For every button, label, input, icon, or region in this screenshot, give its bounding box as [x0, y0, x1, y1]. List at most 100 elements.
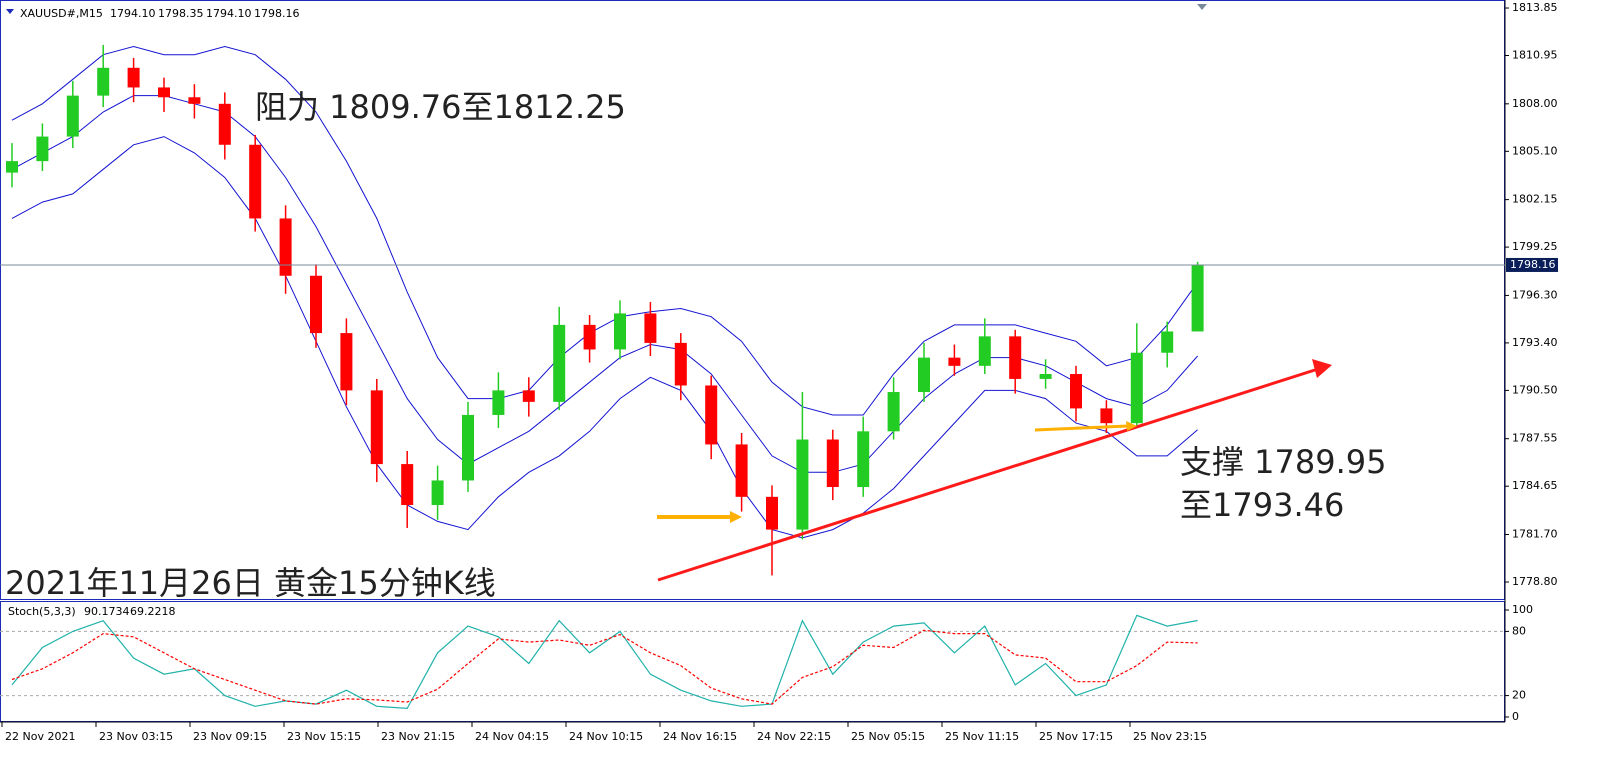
- candle-body: [1070, 374, 1082, 409]
- candle-body: [1161, 331, 1174, 353]
- y-tick-label: 80: [1512, 624, 1526, 637]
- x-tick-label: 23 Nov 03:15: [99, 730, 173, 743]
- y-tick-label: 1808.00: [1512, 97, 1558, 110]
- x-tick-label: 25 Nov 23:15: [1133, 730, 1207, 743]
- candle-body: [1039, 374, 1052, 379]
- x-tick-label: 24 Nov 04:15: [475, 730, 549, 743]
- candle-body: [522, 390, 535, 402]
- candle-body: [735, 444, 748, 497]
- candle-body: [674, 342, 687, 386]
- price-tag-label: 1798.16: [1510, 258, 1556, 271]
- x-tick-label: 23 Nov 15:15: [287, 730, 361, 743]
- indicator-main-value: 90.1734: [84, 605, 130, 618]
- main-panel: [0, 0, 1505, 600]
- candle-body: [796, 439, 809, 530]
- indicator-name: Stoch(5,3,3): [8, 605, 76, 618]
- candle-body: [1009, 336, 1022, 379]
- x-tick-label: 22 Nov 2021: [5, 730, 75, 743]
- ohlc-close: 1798.16: [254, 7, 300, 20]
- y-tick-label: 1784.65: [1512, 479, 1558, 492]
- candle-body: [948, 357, 961, 366]
- annotation: 至1793.46: [1180, 486, 1344, 524]
- candle-body: [614, 313, 626, 350]
- x-tick-label: 23 Nov 09:15: [193, 730, 267, 743]
- candle-body: [887, 392, 900, 432]
- x-tick-label: 25 Nov 11:15: [945, 730, 1019, 743]
- candle-body: [127, 67, 140, 88]
- candle-body: [857, 431, 870, 488]
- candle-body: [826, 439, 839, 488]
- candle-body: [644, 313, 657, 343]
- drawings: [657, 359, 1332, 582]
- symbol: XAUUSD#,M15: [20, 7, 103, 20]
- y-tick-label: 1805.10: [1512, 144, 1558, 157]
- y-tick-label: 20: [1512, 689, 1526, 702]
- candle-body: [279, 218, 292, 276]
- candle-body: [1130, 352, 1143, 424]
- collapse-icon: [6, 9, 14, 14]
- candle-body: [462, 414, 474, 481]
- ohlc-high: 1798.35: [158, 7, 204, 20]
- indicator-panel: [0, 601, 1505, 722]
- candle-body: [218, 103, 231, 145]
- trend-line: [657, 367, 1319, 582]
- candle-body: [249, 144, 262, 219]
- annotation: 阻力 1809.76至1812.25: [255, 88, 626, 126]
- candle-body: [1191, 264, 1204, 332]
- band-lower: [11, 136, 1198, 539]
- indicator-signal-value: 69.2218: [130, 605, 176, 618]
- candle-body: [583, 324, 596, 350]
- y-tick-label: 1802.15: [1512, 193, 1558, 206]
- candle-body: [1100, 408, 1113, 424]
- marks: [0, 44, 1505, 710]
- band-upper: [11, 45, 1199, 416]
- chart-title: 2021年11月26日 黄金15分钟K线: [5, 564, 496, 602]
- candle-body: [6, 161, 18, 173]
- candle-body: [978, 336, 991, 366]
- candle-body: [553, 324, 566, 402]
- candle-body: [431, 480, 444, 506]
- band-middle: [11, 95, 1198, 473]
- candle-body: [918, 357, 930, 393]
- x-tick-label: 25 Nov 17:15: [1039, 730, 1113, 743]
- shift-marker: [1197, 4, 1207, 10]
- candle-body: [66, 95, 79, 137]
- y-tick-label: 1799.25: [1512, 240, 1558, 253]
- candle-body: [36, 136, 49, 162]
- indicator-line: [11, 614, 1198, 710]
- indicator-line: [11, 629, 1198, 705]
- y-tick-label: 1790.50: [1512, 383, 1558, 396]
- flat-arrowhead: [730, 511, 742, 523]
- y-tick-label: 1781.70: [1512, 527, 1558, 540]
- candle-body: [492, 390, 505, 415]
- x-tick-label: 25 Nov 05:15: [851, 730, 925, 743]
- candle-body: [97, 67, 110, 96]
- candle-body: [310, 275, 322, 334]
- y-tick-label: 1796.30: [1512, 288, 1558, 301]
- ohlc-low: 1794.10: [206, 7, 252, 20]
- x-tick-label: 23 Nov 21:15: [381, 730, 455, 743]
- candle-body: [705, 385, 718, 445]
- y-tick-label: 1778.80: [1512, 575, 1558, 588]
- y-tick-label: 1810.95: [1512, 49, 1558, 62]
- trend-arrowhead: [1312, 359, 1332, 378]
- y-tick-label: 1793.40: [1512, 336, 1558, 349]
- y-tick-label: 1813.85: [1512, 1, 1558, 14]
- flat-arrow: [1034, 424, 1129, 432]
- candle-body: [766, 496, 778, 530]
- y-tick-label: 1787.55: [1512, 432, 1558, 445]
- x-tick-label: 24 Nov 10:15: [569, 730, 643, 743]
- x-tick-label: 24 Nov 22:15: [757, 730, 831, 743]
- y-tick-label: 0: [1512, 710, 1519, 723]
- candle-body: [158, 87, 170, 98]
- x-tick-label: 24 Nov 16:15: [663, 730, 737, 743]
- annotation: 支撑 1789.95: [1180, 443, 1387, 481]
- y-tick-label: 100: [1512, 603, 1533, 616]
- candle-body: [401, 464, 414, 506]
- candle-body: [370, 390, 383, 465]
- ohlc-open: 1794.10: [110, 7, 156, 20]
- candle-body: [188, 97, 201, 104]
- flat-arrowhead: [1126, 421, 1137, 431]
